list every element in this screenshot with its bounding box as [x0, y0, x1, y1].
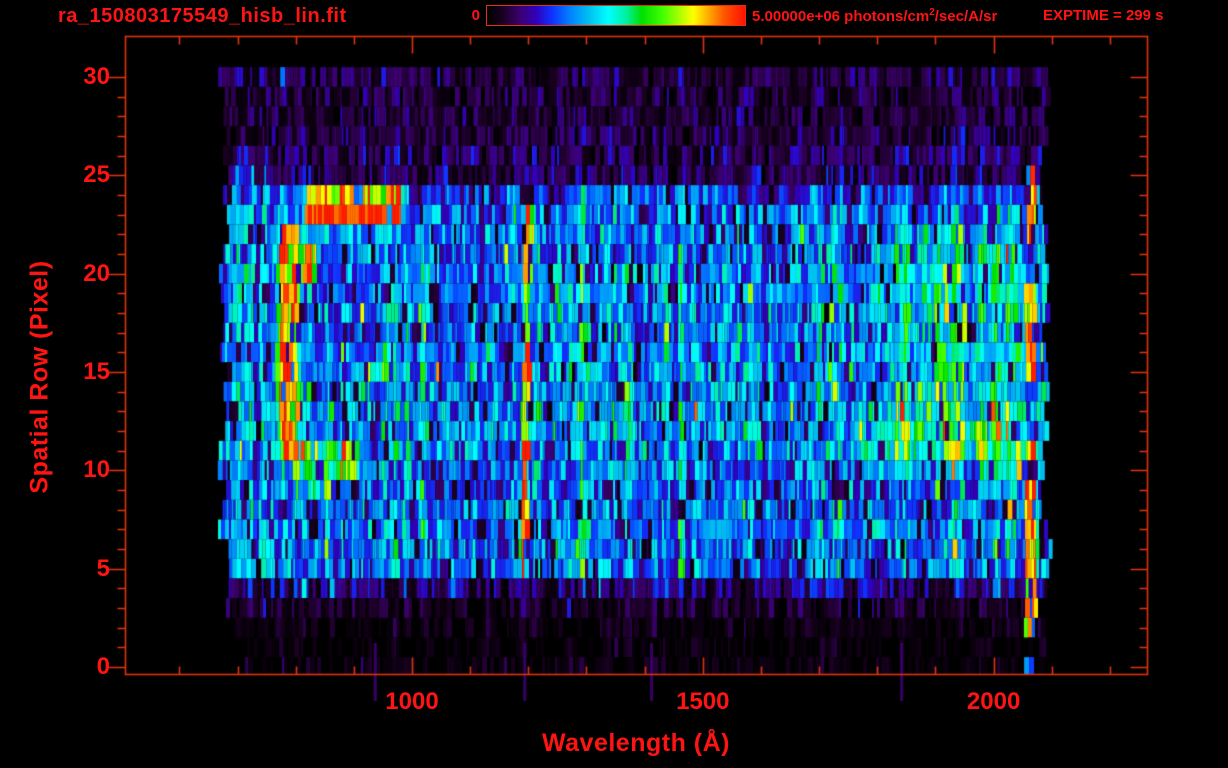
y-tick-label: 30 — [83, 62, 110, 90]
y-tick-label: 5 — [96, 554, 110, 582]
x-tick-label: 1000 — [385, 688, 439, 715]
y-tick-label: 25 — [83, 161, 110, 189]
y-tick-label: 0 — [96, 653, 110, 680]
colorbar-max-value: 5.00000e+06 photons/cm — [752, 8, 930, 25]
colorbar-units-superscript: 2 — [929, 7, 935, 18]
x-tick-label: 1500 — [676, 688, 730, 715]
colorbar-gradient — [486, 5, 746, 26]
colorbar-units-suffix: /sec/A/sr — [934, 8, 998, 25]
file-title: ra_150803175549_hisb_lin.fit — [58, 5, 347, 27]
exptime-label: EXPTIME = 299 s — [1043, 7, 1164, 24]
x-tick-label: 2000 — [966, 688, 1021, 715]
x-axis-label: Wavelength (Å) — [541, 729, 731, 757]
y-tick-label: 20 — [83, 259, 110, 287]
colorbar-min-label: 0 — [471, 7, 480, 24]
y-tick-label: 15 — [83, 357, 110, 385]
y-tick-label: 10 — [83, 456, 110, 484]
colorbar-max-label: 5.00000e+06 photons/cm2/sec/A/sr — [752, 7, 997, 25]
